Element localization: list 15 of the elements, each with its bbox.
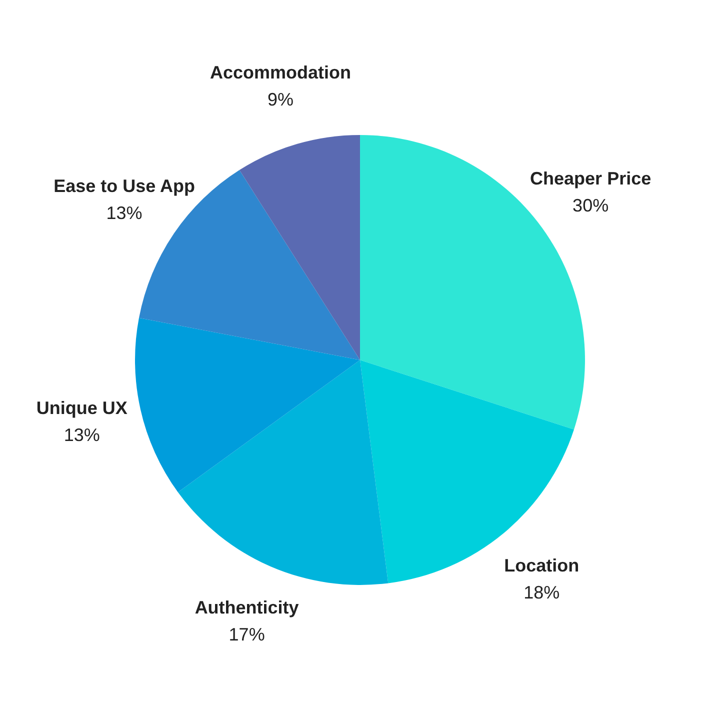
data-label: 30% bbox=[572, 195, 609, 216]
data-label: 13% bbox=[106, 202, 142, 223]
slice-label: Accommodation bbox=[210, 62, 351, 82]
slice-label: Location bbox=[504, 556, 580, 576]
slice-label: Authenticity bbox=[194, 598, 299, 618]
pie-slice bbox=[239, 135, 360, 360]
data-label: 9% bbox=[267, 89, 294, 110]
slice-label: Ease to Use App bbox=[54, 176, 195, 196]
data-label: 13% bbox=[64, 425, 100, 446]
pie-slice bbox=[178, 360, 388, 585]
data-label: 17% bbox=[228, 624, 265, 645]
slice-label: Unique UX bbox=[36, 398, 128, 418]
data-label: 18% bbox=[524, 582, 560, 603]
slice-label: Cheaper Price bbox=[530, 168, 652, 188]
pie-slice bbox=[135, 318, 360, 492]
